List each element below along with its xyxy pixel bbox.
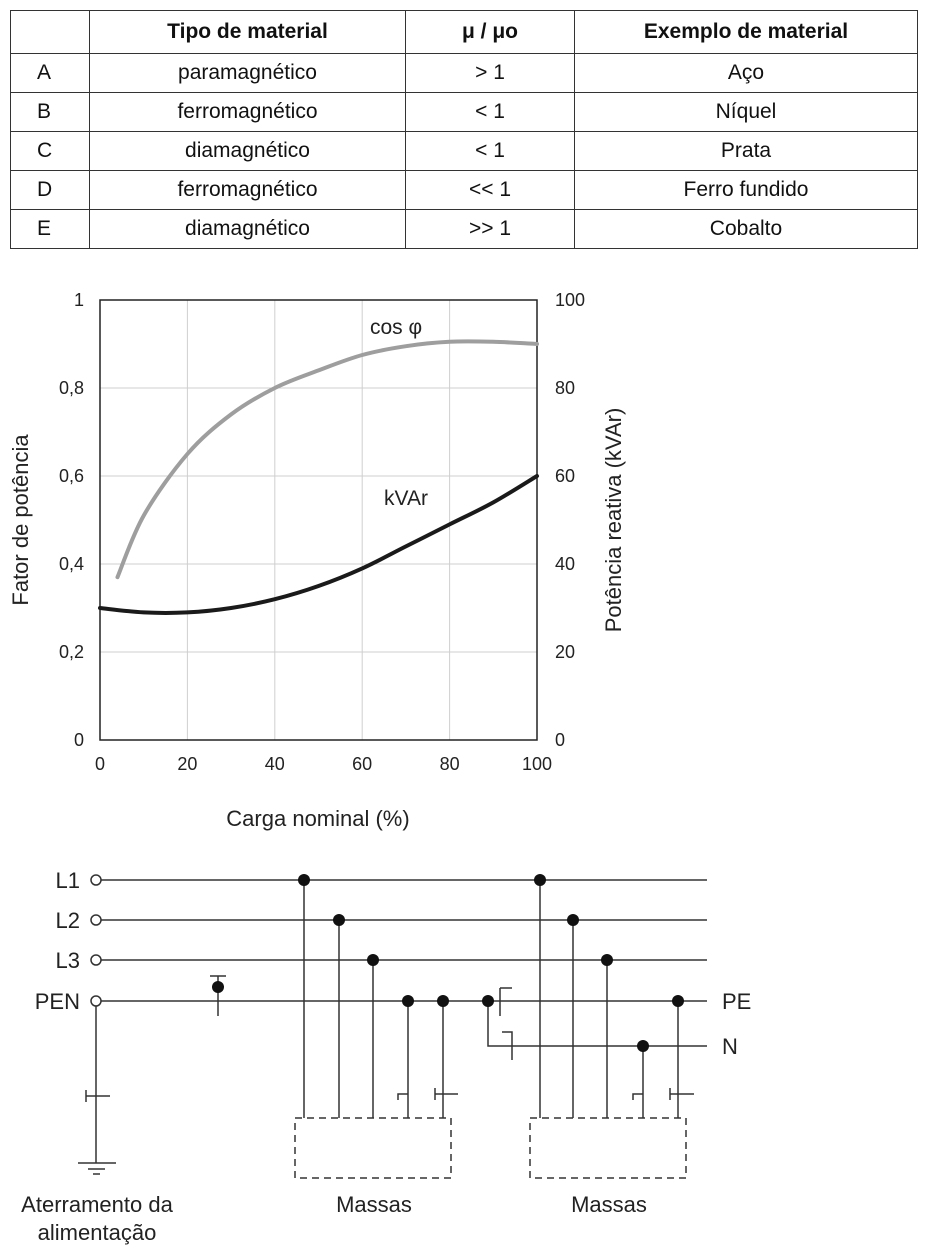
label-masses-2: Massas <box>571 1192 647 1217</box>
x-tick-label: 0 <box>95 754 105 774</box>
label-n: N <box>722 1034 738 1059</box>
header-exemplo: Exemplo de material <box>574 10 918 54</box>
table-row: C diamagnético < 1 Prata <box>10 131 918 171</box>
x-tick-label: 100 <box>522 754 552 774</box>
table-row: E diamagnético >> 1 Cobalto <box>10 209 918 249</box>
n-conductor <box>487 1001 707 1047</box>
row-tipo: paramagnético <box>89 53 406 93</box>
junction-dot <box>402 995 414 1007</box>
terminal-l1 <box>90 874 102 886</box>
row-letter: C <box>10 131 90 171</box>
masses-box-2 <box>529 1117 687 1179</box>
y2-tick-label: 60 <box>555 466 575 486</box>
label-supply-ground-2: alimentação <box>38 1220 157 1245</box>
row-tipo: ferromagnético <box>89 92 406 132</box>
y-tick-label: 0,4 <box>59 554 84 574</box>
y2-tick-label: 0 <box>555 730 565 750</box>
header-empty <box>10 10 90 54</box>
label-l2: L2 <box>56 908 80 933</box>
junction-dot <box>601 954 613 966</box>
table-row: B ferromagnético < 1 Níquel <box>10 92 918 132</box>
y2-tick-label: 80 <box>555 378 575 398</box>
y-tick-label: 0 <box>74 730 84 750</box>
row-exemplo: Aço <box>574 53 918 93</box>
chart-grid <box>99 299 538 741</box>
pe-mark-g1a <box>397 1093 408 1100</box>
x-tick-label: 60 <box>352 754 372 774</box>
row-exemplo: Cobalto <box>574 209 918 249</box>
row-letter: E <box>10 209 90 249</box>
y-tick-label: 0,2 <box>59 642 84 662</box>
terminal-l2 <box>90 914 102 926</box>
x-tick-label: 80 <box>440 754 460 774</box>
label-pe: PE <box>722 989 751 1014</box>
y2-axis-label: Potência reativa (kVAr) <box>601 408 626 633</box>
n-mark-g2 <box>632 1093 643 1100</box>
row-letter: A <box>10 53 90 93</box>
series-label-cosphi: cos φ <box>370 316 422 339</box>
terminal-pen <box>90 995 102 1007</box>
table-row: A paramagnético > 1 Aço <box>10 53 918 93</box>
junction-dot <box>333 914 345 926</box>
row-exemplo: Prata <box>574 131 918 171</box>
masses-box-1 <box>294 1117 452 1179</box>
y-axis-label: Fator de potência <box>8 434 33 606</box>
x-axis-label: Carga nominal (%) <box>226 806 409 831</box>
row-mu: > 1 <box>405 53 575 93</box>
label-supply-ground-1: Aterramento da <box>21 1192 173 1217</box>
plot-area-frame <box>99 299 538 741</box>
series-label-kvar: kVAr <box>384 487 428 510</box>
series-line-kvar <box>98 474 539 615</box>
y-tick-label: 0,8 <box>59 378 84 398</box>
junction-dot <box>534 874 546 886</box>
row-tipo: diamagnético <box>89 209 406 249</box>
label-masses-1: Massas <box>336 1192 412 1217</box>
label-l3: L3 <box>56 948 80 973</box>
junction-dot <box>298 874 310 886</box>
junction-dot <box>567 914 579 926</box>
y-tick-label: 1 <box>74 290 84 310</box>
row-mu: < 1 <box>405 92 575 132</box>
row-exemplo: Níquel <box>574 92 918 132</box>
junction-dot <box>437 995 449 1007</box>
row-mu: << 1 <box>405 170 575 210</box>
junction-dot <box>212 981 224 993</box>
junction-dot <box>637 1040 649 1052</box>
x-tick-label: 20 <box>177 754 197 774</box>
row-mu: >> 1 <box>405 209 575 249</box>
pen-split-marker-b <box>502 1031 513 1060</box>
tn-c-s-diagram: L1 L2 L3 PEN PE N Aterramento da aliment… <box>21 868 751 1245</box>
table-row: D ferromagnético << 1 Ferro fundido <box>10 170 918 210</box>
row-letter: B <box>10 92 90 132</box>
row-letter: D <box>10 170 90 210</box>
x-tick-label: 40 <box>265 754 285 774</box>
row-exemplo: Ferro fundido <box>574 170 918 210</box>
y2-tick-label: 40 <box>555 554 575 574</box>
label-l1: L1 <box>56 868 80 893</box>
header-tipo: Tipo de material <box>89 10 406 54</box>
material-table: Tipo de material μ / μo Exemplo de mater… <box>10 10 918 249</box>
y-tick-label: 0,6 <box>59 466 84 486</box>
terminal-l3 <box>90 954 102 966</box>
row-mu: < 1 <box>405 131 575 171</box>
row-tipo: ferromagnético <box>89 170 406 210</box>
chart-series <box>98 339 539 615</box>
y2-tick-label: 20 <box>555 642 575 662</box>
junction-dot <box>482 995 494 1007</box>
header-mu: μ / μo <box>405 10 575 54</box>
label-pen: PEN <box>35 989 80 1014</box>
table-header-row: Tipo de material μ / μo Exemplo de mater… <box>10 10 918 54</box>
junction-dot <box>367 954 379 966</box>
y2-tick-label: 100 <box>555 290 585 310</box>
junction-dot <box>672 995 684 1007</box>
row-tipo: diamagnético <box>89 131 406 171</box>
series-line-cosphi <box>115 339 539 580</box>
